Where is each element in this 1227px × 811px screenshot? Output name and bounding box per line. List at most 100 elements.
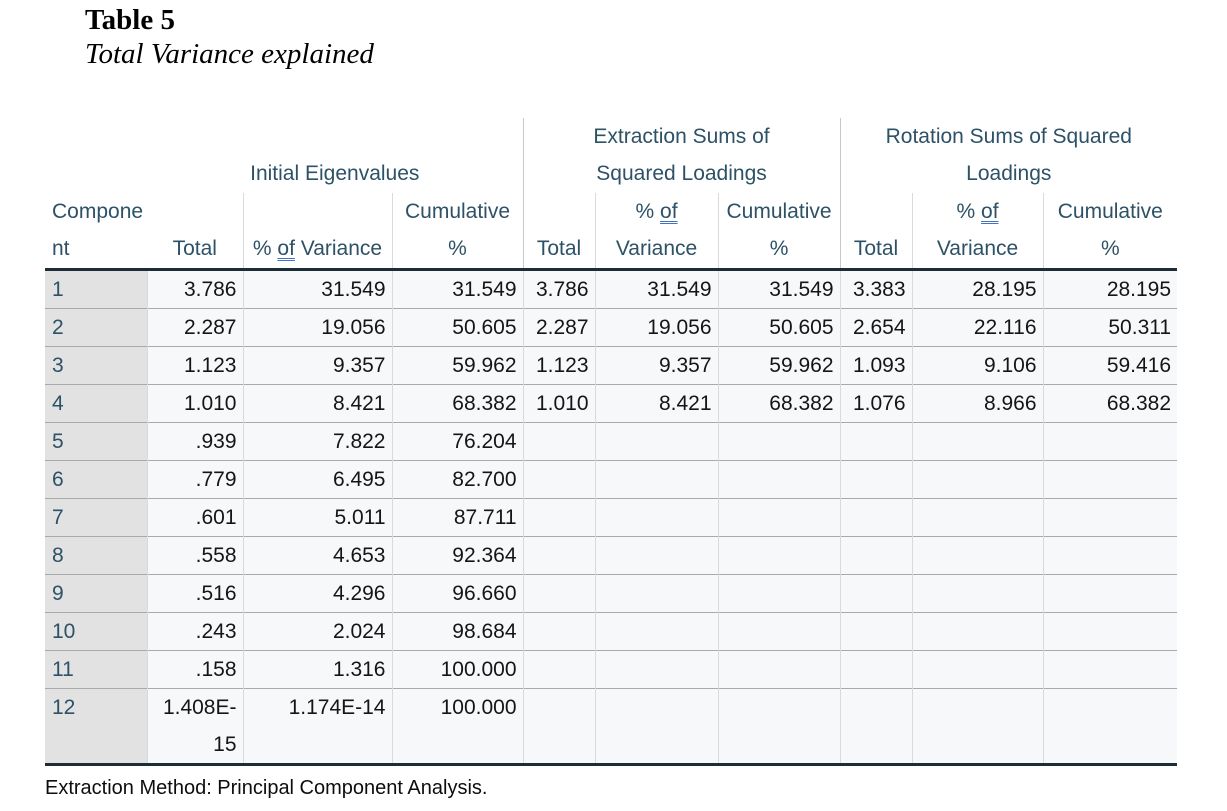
value-cell: .779 bbox=[146, 460, 243, 499]
table-row: 7.601 5.011 87.711 bbox=[45, 498, 1178, 537]
value-cell bbox=[522, 650, 596, 689]
value-cell bbox=[594, 536, 719, 575]
value-cell: 28.195 bbox=[1042, 269, 1178, 309]
value-cell: 68.382 bbox=[1042, 384, 1178, 423]
value-cell: 8.421 bbox=[242, 384, 392, 423]
group-header-rotation-sums: Rotation Sums of Squared Loadings bbox=[839, 118, 1178, 193]
value-cell bbox=[911, 498, 1044, 537]
component-cell: 3 bbox=[45, 346, 147, 385]
value-cell: 2.654 bbox=[839, 308, 913, 347]
sub-header-row: Total % of Variance Cumulative % Total %… bbox=[45, 193, 1178, 271]
table-row: 1 3.786 31.549 31.549 3.786 31.549 31.549 3.383… bbox=[45, 269, 1178, 309]
value-cell bbox=[1042, 422, 1178, 461]
value-cell bbox=[1042, 688, 1178, 766]
value-cell bbox=[839, 574, 913, 613]
group-label: Initial Eigenvalues bbox=[250, 162, 420, 185]
column-header-total-initial: Total bbox=[147, 193, 243, 271]
value-cell bbox=[717, 650, 841, 689]
value-cell: 6.495 bbox=[242, 460, 392, 499]
component-cell: 5 bbox=[45, 422, 147, 461]
value-cell: 8.421 bbox=[594, 384, 719, 423]
value-cell bbox=[717, 688, 841, 766]
pct-text: % bbox=[635, 200, 661, 223]
value-cell: 1.076 bbox=[839, 384, 913, 423]
value-cell: 2.024 bbox=[242, 612, 392, 651]
value-cell: 1.093 bbox=[839, 346, 913, 385]
table-row: 12 1.408E-15 1.174E-14 100.000 bbox=[45, 688, 1178, 766]
value-cell bbox=[911, 612, 1044, 651]
column-header-pct-variance-initial: % of Variance bbox=[242, 193, 392, 271]
variance-text: Variance bbox=[294, 237, 383, 260]
value-cell: 3.786 bbox=[522, 269, 596, 309]
value-cell: 1.123 bbox=[146, 346, 243, 385]
value-cell bbox=[839, 460, 913, 499]
value-cell: 100.000 bbox=[391, 650, 524, 689]
value-cell: 1.174E-14 bbox=[242, 688, 392, 766]
value-cell bbox=[522, 422, 596, 461]
value-cell: 59.962 bbox=[391, 346, 524, 385]
value-cell bbox=[717, 422, 841, 461]
value-cell: 4.653 bbox=[242, 536, 392, 575]
value-cell bbox=[522, 574, 596, 613]
value-cell bbox=[1042, 498, 1178, 537]
value-cell: 50.605 bbox=[391, 308, 524, 347]
value-cell bbox=[911, 536, 1044, 575]
column-header-cumulative-initial: Cumulative % bbox=[391, 193, 524, 271]
value-cell bbox=[594, 498, 719, 537]
total-variance-table: Component Initial Eigenvalues Extraction… bbox=[45, 118, 1178, 766]
value-cell: 19.056 bbox=[594, 308, 719, 347]
value-cell: 31.549 bbox=[391, 269, 524, 309]
table-caption: Total Variance explained bbox=[85, 38, 374, 70]
value-cell bbox=[522, 498, 596, 537]
pct-text: % bbox=[956, 200, 982, 223]
value-cell: 2.287 bbox=[146, 308, 243, 347]
value-cell bbox=[839, 422, 913, 461]
component-cell: 8 bbox=[45, 536, 147, 575]
value-cell bbox=[1042, 574, 1178, 613]
table-row: 10.243 2.024 98.684 bbox=[45, 612, 1178, 651]
value-cell bbox=[717, 498, 841, 537]
value-cell bbox=[911, 650, 1044, 689]
table-row: 4 1.010 8.421 68.382 1.010 8.421 68.382 1.076 8.… bbox=[45, 384, 1178, 423]
value-cell: 3.383 bbox=[839, 269, 913, 309]
value-cell: 31.549 bbox=[242, 269, 392, 309]
group-label: Rotation Sums of Squared Loadings bbox=[885, 125, 1132, 185]
component-cell: 1 bbox=[45, 269, 147, 309]
value-cell: 9.357 bbox=[594, 346, 719, 385]
component-cell: 4 bbox=[45, 384, 147, 423]
component-cell: 10 bbox=[45, 612, 147, 651]
value-cell: 82.700 bbox=[391, 460, 524, 499]
value-cell bbox=[1042, 612, 1178, 651]
value-cell: 87.711 bbox=[391, 498, 524, 537]
value-cell: 92.364 bbox=[391, 536, 524, 575]
value-cell: 96.660 bbox=[391, 574, 524, 613]
pct-text: % bbox=[252, 237, 278, 260]
table-row: 6.779 6.495 82.700 bbox=[45, 460, 1178, 499]
extraction-method-footnote: Extraction Method: Principal Component A… bbox=[45, 777, 488, 799]
table-row: 8.558 4.653 92.364 bbox=[45, 536, 1178, 575]
value-cell bbox=[1042, 460, 1178, 499]
value-cell: 9.106 bbox=[911, 346, 1044, 385]
value-cell bbox=[594, 422, 719, 461]
value-cell bbox=[911, 574, 1044, 613]
value-cell bbox=[594, 688, 719, 766]
component-cell: 2 bbox=[45, 308, 147, 347]
component-cell: 11 bbox=[45, 650, 147, 689]
value-cell: 98.684 bbox=[391, 612, 524, 651]
table-row: 5.939 7.822 76.204 bbox=[45, 422, 1178, 461]
value-cell bbox=[717, 460, 841, 499]
table-header: Component Initial Eigenvalues Extraction… bbox=[45, 118, 1178, 271]
group-header-initial-eigenvalues: Initial Eigenvalues bbox=[147, 118, 524, 193]
value-cell bbox=[522, 688, 596, 766]
value-cell: 1.316 bbox=[242, 650, 392, 689]
value-cell: 5.011 bbox=[242, 498, 392, 537]
value-cell: 50.311 bbox=[1042, 308, 1178, 347]
column-header-cumulative-rotation: Cumulative % bbox=[1042, 193, 1178, 271]
table-number-title: Table 5 bbox=[85, 4, 175, 36]
column-header-pct-variance-rotation: % of Variance bbox=[911, 193, 1044, 271]
value-cell: 76.204 bbox=[391, 422, 524, 461]
value-cell: 68.382 bbox=[391, 384, 524, 423]
value-cell: .939 bbox=[146, 422, 243, 461]
value-cell bbox=[839, 498, 913, 537]
pct-wrap: % of Variance bbox=[607, 193, 707, 267]
